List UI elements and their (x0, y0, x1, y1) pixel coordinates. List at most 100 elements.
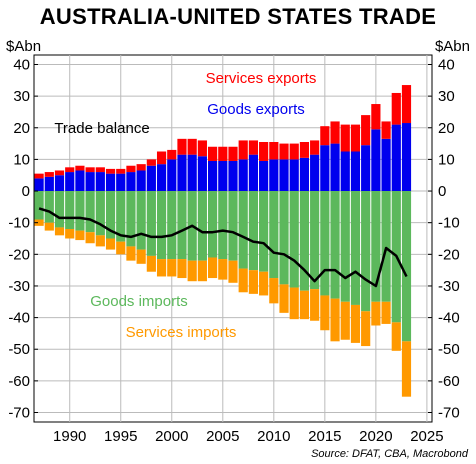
bar-goods-imports (248, 191, 259, 271)
bar-goods-exports (259, 160, 269, 192)
bar-goods-exports (361, 145, 371, 192)
bar-services-imports (238, 268, 248, 293)
bar-services-imports (228, 260, 238, 283)
y-tick-label-right: -60 (438, 373, 460, 390)
x-tick-label: 1995 (104, 428, 137, 445)
bar-services-exports (95, 167, 105, 173)
bar-services-exports (248, 140, 259, 155)
bar-goods-imports (54, 191, 65, 228)
bar-services-exports (34, 173, 44, 179)
trade-balance-line-group (38, 207, 408, 288)
bar-services-imports (391, 322, 401, 351)
bar-goods-exports (54, 175, 65, 192)
bar-goods-imports (105, 191, 116, 239)
bar-services-imports (187, 260, 197, 282)
bar-services-imports (381, 301, 391, 324)
bar-goods-imports (340, 191, 350, 302)
bar-goods-exports (65, 172, 75, 192)
bar-goods-imports (136, 191, 146, 250)
bar-services-exports (207, 146, 218, 161)
bar-goods-imports (350, 191, 361, 305)
bar-goods-imports (44, 191, 54, 223)
bar-goods-exports (44, 176, 54, 192)
y-tick-label-right: 40 (438, 56, 455, 73)
bar-services-exports (401, 85, 412, 124)
bar-goods-exports (177, 154, 187, 192)
bar-goods-exports (238, 159, 248, 192)
bar-services-imports (54, 227, 65, 236)
bar-goods-imports (279, 191, 289, 285)
x-tick-label: 2000 (155, 428, 188, 445)
bar-services-exports (279, 143, 289, 160)
chart-title: AUSTRALIA-UNITED STATES TRADE (39, 4, 437, 29)
bar-goods-imports (116, 191, 126, 242)
bar-goods-exports (279, 159, 289, 192)
bar-services-imports (136, 249, 146, 264)
bar-services-exports (44, 172, 54, 177)
bar-services-exports (299, 142, 310, 158)
bar-services-exports (228, 146, 238, 161)
y-tick-label-left: -70 (8, 405, 30, 422)
bar-goods-imports (146, 191, 156, 256)
bar-goods-imports (207, 191, 218, 258)
bar-services-imports (156, 259, 167, 277)
bar-goods-imports (177, 191, 187, 260)
bar-goods-exports (401, 123, 412, 192)
bar-goods-exports (85, 172, 95, 192)
bar-services-exports (126, 165, 136, 173)
bar-goods-exports (126, 172, 136, 192)
y-tick-label-right: -40 (438, 310, 460, 327)
x-tick-label: 2015 (308, 428, 341, 445)
bar-services-exports (197, 140, 207, 157)
bar-services-exports (361, 115, 371, 146)
bar-services-imports (126, 246, 136, 261)
bar-services-exports (320, 126, 330, 146)
bar-goods-exports (167, 159, 177, 192)
y-tick-label-right: 30 (438, 88, 455, 105)
bar-goods-exports (136, 170, 146, 192)
bar-goods-exports (75, 170, 85, 192)
bar-services-imports (269, 278, 279, 304)
bar-services-imports (218, 259, 228, 280)
bar-goods-imports (401, 191, 412, 342)
y-tick-label-right: -30 (438, 278, 460, 295)
x-tick-label: 2025 (410, 428, 443, 445)
source-note: Source: DFAT, CBA, Macrobond (311, 448, 468, 460)
bar-goods-imports (269, 191, 279, 279)
bar-goods-exports (207, 160, 218, 192)
bar-services-imports (361, 311, 371, 347)
bar-services-exports (371, 104, 381, 130)
bar-services-imports (105, 238, 116, 250)
bar-goods-exports (289, 159, 299, 192)
bar-goods-imports (371, 191, 381, 302)
bar-services-imports (401, 341, 412, 397)
bar-goods-exports (34, 178, 44, 192)
bar-goods-imports (310, 191, 320, 290)
bar-services-exports (85, 167, 95, 173)
bar-goods-imports (197, 191, 207, 261)
bar-goods-imports (85, 191, 95, 233)
y-tick-label-right: 10 (438, 151, 455, 168)
bar-goods-imports (289, 191, 299, 288)
bar-goods-exports (146, 165, 156, 192)
x-tick-label: 2010 (257, 428, 290, 445)
bar-services-imports (34, 219, 44, 226)
bar-goods-imports (238, 191, 248, 269)
bar-goods-imports (299, 191, 310, 291)
bar-goods-imports (167, 191, 177, 260)
bar-services-exports (75, 165, 85, 171)
bar-services-imports (289, 287, 299, 320)
bar-goods-imports (381, 191, 391, 302)
y-tick-label-right: -50 (438, 341, 460, 358)
annotation-label: Goods imports (90, 293, 188, 310)
bar-goods-imports (228, 191, 238, 261)
bar-services-exports (177, 138, 187, 155)
x-tick-label: 1990 (53, 428, 86, 445)
y-tick-label-left: -60 (8, 373, 30, 390)
bar-services-imports (116, 241, 126, 255)
y-tick-label-left: -40 (8, 310, 30, 327)
bar-goods-exports (105, 173, 116, 192)
bar-goods-exports (320, 145, 330, 192)
